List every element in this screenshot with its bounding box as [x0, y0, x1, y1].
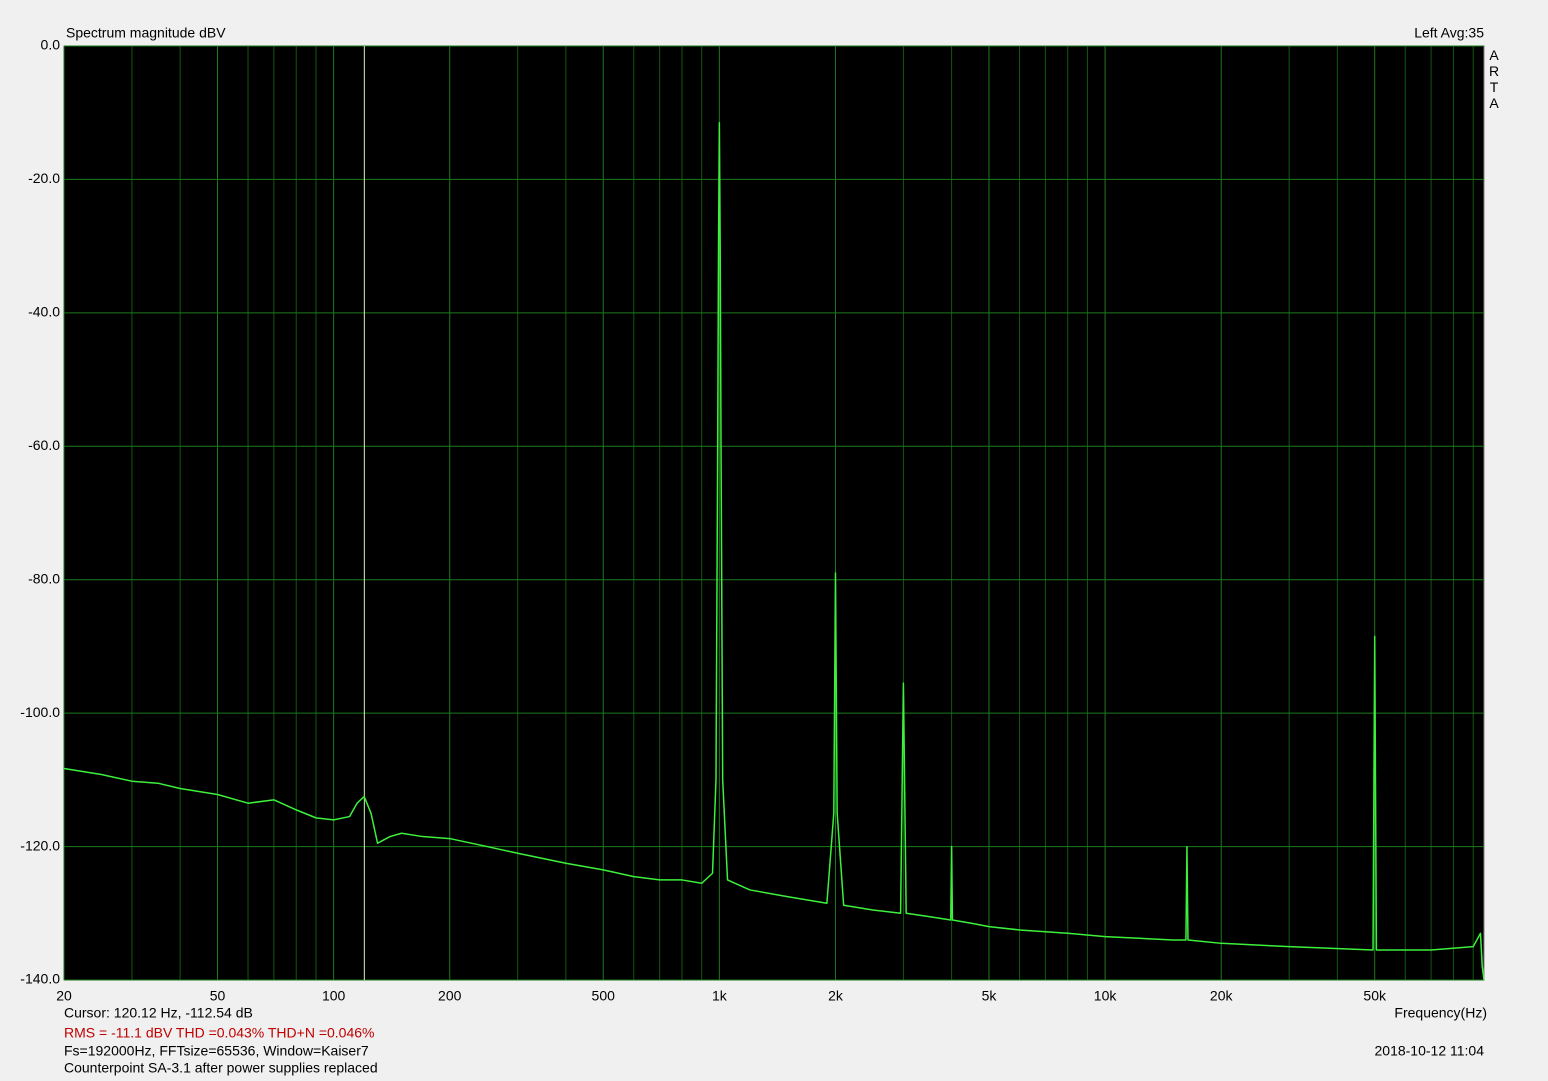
x-tick-label: 50k	[1363, 988, 1387, 1004]
x-tick-label: 500	[592, 988, 616, 1004]
y-tick-label: -40.0	[28, 304, 60, 320]
x-tick-label: 50	[210, 988, 226, 1004]
measurement-text: RMS = -11.1 dBV THD =0.043% THD+N =0.046…	[64, 1025, 375, 1041]
grid	[63, 45, 1484, 981]
y-tick-label: -120.0	[20, 837, 60, 853]
y-tick-label: -80.0	[28, 570, 60, 586]
y-tick-label: -100.0	[20, 704, 60, 720]
x-tick-label: 100	[322, 988, 346, 1004]
timestamp: 2018-10-12 11:04	[1375, 1043, 1485, 1059]
y-tick-label: -20.0	[28, 170, 60, 186]
chart-title: Spectrum magnitude dBV	[66, 25, 226, 41]
y-tick-label: -60.0	[28, 437, 60, 453]
x-tick-label: 5k	[982, 988, 998, 1004]
y-tick-label: 0.0	[41, 37, 61, 53]
note: Counterpoint SA-3.1 after power supplies…	[64, 1060, 378, 1076]
settings-text: Fs=192000Hz, FFTsize=65536, Window=Kaise…	[64, 1043, 369, 1059]
y-tick-label: -140.0	[20, 971, 60, 987]
x-tick-label: 200	[438, 988, 462, 1004]
x-tick-label: 1k	[712, 988, 728, 1004]
plot-area	[63, 45, 1485, 981]
x-axis-label: Frequency(Hz)	[1394, 1005, 1487, 1021]
x-tick-label: 20	[56, 988, 72, 1004]
spectrum-line	[63, 121, 1485, 981]
x-tick-label: 2k	[828, 988, 844, 1004]
x-tick-label: 20k	[1210, 988, 1234, 1004]
cursor-text: Cursor: 120.12 Hz, -112.54 dB	[64, 1005, 253, 1021]
channel-label: Left Avg:35	[1414, 25, 1484, 41]
x-tick-label: 10k	[1094, 988, 1118, 1004]
